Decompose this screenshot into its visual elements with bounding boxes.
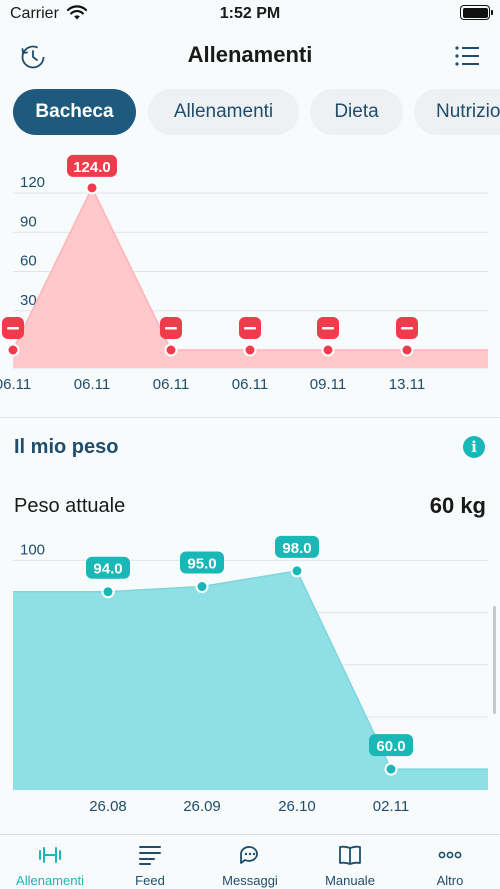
tabbar-item-manuale[interactable]: Manuale bbox=[300, 835, 400, 889]
x-tick-label: 06.11 bbox=[0, 376, 31, 393]
y-tick-label: 100 bbox=[20, 541, 45, 558]
tab-dieta[interactable]: Dieta bbox=[310, 89, 403, 135]
series-area bbox=[13, 570, 488, 790]
current-weight-value: 60 kg bbox=[429, 493, 486, 518]
minus-icon bbox=[322, 327, 334, 330]
data-label-badge bbox=[86, 556, 130, 579]
data-label: 124.0 bbox=[73, 159, 111, 176]
data-point bbox=[101, 585, 115, 599]
book-icon bbox=[339, 845, 361, 865]
tabbar-label: Feed bbox=[135, 873, 165, 888]
x-tick-label: 02.11 bbox=[373, 798, 409, 815]
data-label: 95.0 bbox=[187, 556, 216, 573]
x-tick-label: 09.11 bbox=[310, 376, 346, 393]
scrollbar[interactable] bbox=[493, 606, 496, 714]
x-tick-label: 06.11 bbox=[153, 376, 189, 393]
data-label: 98.0 bbox=[282, 540, 311, 557]
x-tick-label: 26.08 bbox=[89, 798, 127, 815]
tabbar-item-feed[interactable]: Feed bbox=[100, 835, 200, 889]
data-label: 60.0 bbox=[376, 738, 405, 755]
minus-icon bbox=[244, 327, 256, 330]
section-divider bbox=[0, 417, 500, 418]
minus-icon bbox=[401, 327, 413, 330]
data-label-badge bbox=[275, 535, 319, 558]
battery-icon bbox=[460, 5, 493, 20]
data-point bbox=[195, 580, 209, 594]
x-tick-label: 06.11 bbox=[232, 376, 268, 393]
series-line bbox=[13, 570, 488, 770]
data-point bbox=[384, 762, 398, 776]
more-icon bbox=[438, 851, 462, 859]
data-point bbox=[164, 343, 178, 357]
data-label-badge bbox=[369, 734, 413, 757]
data-point bbox=[6, 343, 20, 357]
clock-time: 1:52 PM bbox=[219, 5, 281, 22]
wifi-icon bbox=[66, 5, 88, 20]
status-bar: Carrier 1:52 PM bbox=[0, 0, 500, 30]
tab-nutrizione[interactable]: Nutrizio bbox=[414, 89, 500, 135]
page-title: Allenamenti bbox=[187, 42, 313, 67]
tabbar-label: Allenamenti bbox=[16, 873, 84, 888]
y-tick-label: 90 bbox=[20, 213, 37, 230]
x-tick-label: 06.11 bbox=[74, 376, 110, 393]
minus-icon bbox=[165, 327, 177, 330]
section-title: Il mio peso bbox=[14, 436, 119, 458]
data-point bbox=[85, 181, 99, 195]
y-tick-label: 60 bbox=[20, 253, 37, 270]
info-icon[interactable]: i bbox=[463, 436, 485, 458]
current-weight-label: Peso attuale bbox=[14, 495, 126, 517]
x-tick-label: 13.11 bbox=[389, 376, 425, 393]
data-label-badge bbox=[180, 551, 224, 574]
tabbar-item-altro[interactable]: Altro bbox=[400, 835, 500, 889]
x-tick-label: 26.10 bbox=[278, 798, 316, 815]
weight-chart: 1009080706094.095.098.060.026.0826.0926.… bbox=[13, 535, 488, 815]
minus-icon bbox=[7, 327, 19, 330]
bottom-tab-bar: Allenamenti Feed Messaggi Manuale bbox=[0, 834, 500, 889]
list-icon[interactable] bbox=[454, 45, 480, 67]
data-point bbox=[243, 343, 257, 357]
data-label: 94.0 bbox=[93, 561, 122, 578]
data-point bbox=[290, 564, 304, 578]
dumbbell-icon bbox=[39, 847, 61, 863]
x-tick-label: 26.09 bbox=[183, 798, 221, 815]
tab-bacheca[interactable]: Bacheca bbox=[13, 89, 136, 135]
nav-header: Allenamenti bbox=[0, 30, 500, 82]
data-point bbox=[321, 343, 335, 357]
feed-icon bbox=[139, 846, 161, 865]
y-tick-label: 120 bbox=[20, 174, 45, 191]
tabbar-item-allenamenti[interactable]: Allenamenti bbox=[0, 835, 100, 889]
series-area bbox=[13, 187, 488, 368]
tab-allenamenti[interactable]: Allenamenti bbox=[148, 89, 299, 135]
y-tick-label: 30 bbox=[20, 292, 37, 309]
tabbar-label: Manuale bbox=[325, 873, 375, 888]
data-point bbox=[400, 343, 414, 357]
clock-icon[interactable] bbox=[20, 44, 46, 70]
chat-icon bbox=[240, 846, 258, 864]
activity-chart: 1209060300124.006.1106.1106.1106.1109.11… bbox=[0, 154, 488, 393]
segment-tabs: Bacheca Allenamenti Dieta Nutrizio bbox=[0, 89, 500, 137]
tabbar-item-messaggi[interactable]: Messaggi bbox=[200, 835, 300, 889]
tabbar-label: Altro bbox=[436, 873, 464, 888]
data-label-badge bbox=[67, 154, 117, 177]
tabbar-label: Messaggi bbox=[222, 873, 278, 888]
carrier-label: Carrier bbox=[10, 5, 59, 22]
